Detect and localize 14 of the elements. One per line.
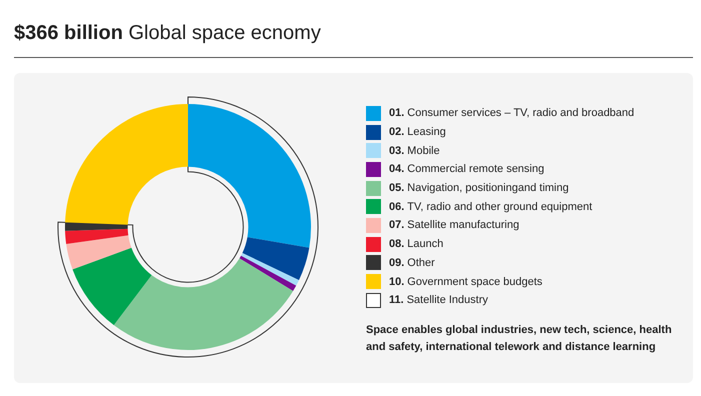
legend-label: 03. Mobile: [389, 144, 440, 157]
legend-label: 06. TV, radio and other ground equipment: [389, 200, 592, 213]
legend-label: 11. Satellite Industry: [389, 294, 488, 306]
chart-subtitle: Global space ecnomy: [127, 22, 321, 44]
legend-label: 08. Launch: [389, 238, 444, 250]
chart-title: $366 billion: [14, 22, 123, 44]
legend-label: 07. Satellite manufacturing: [389, 219, 520, 232]
legend-label: 09. Other: [389, 256, 435, 269]
text: Space enables global industries, new tech, science, health and safety, international telework and distance learning: [366, 323, 673, 355]
legend-label: 05. Navigation, positioningand timing: [389, 182, 569, 194]
legend-label: 02. Leasing: [389, 126, 446, 138]
legend-label: 04. Commercial remote sensing: [389, 163, 544, 176]
legend-label: 01. Consumer services – TV, radio and broadband: [389, 107, 634, 120]
legend-label: 10. Government space budgets: [389, 276, 542, 288]
